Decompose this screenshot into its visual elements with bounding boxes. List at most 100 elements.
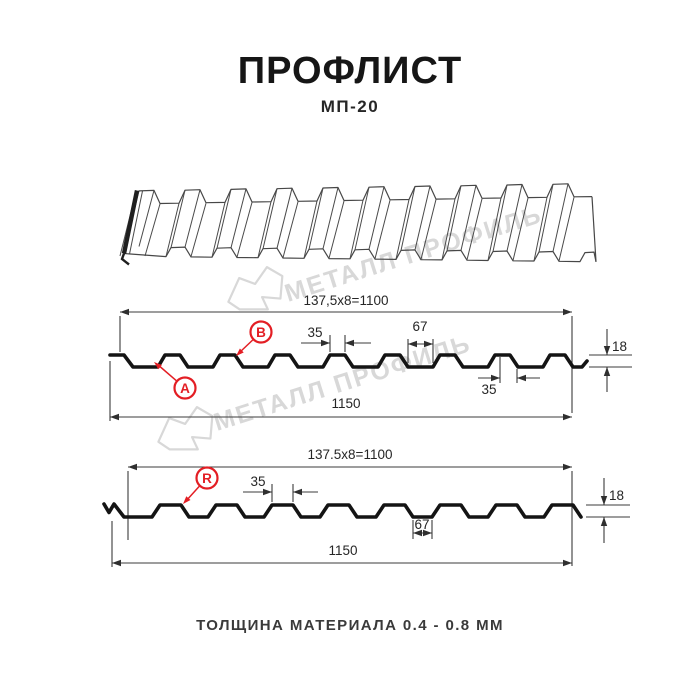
dim-label-coverage-bottom: 137.5x8=1100 (308, 447, 393, 462)
material-thickness-note: ТОЛЩИНА МАТЕРИАЛА 0.4 - 0.8 ММ (196, 617, 504, 634)
sheet-rib-crease (236, 202, 253, 258)
dim-arrowhead (563, 559, 572, 567)
dim-label-rib-top: 35 (307, 325, 322, 340)
sheet-rib-crease (420, 199, 437, 260)
dim-arrowhead (563, 413, 572, 421)
marker-arrowhead (236, 348, 244, 356)
sheet-rib-crease (262, 188, 278, 249)
dim-label-height: 18 (609, 488, 624, 503)
dim-arrowhead (263, 488, 272, 496)
dim-arrowhead (321, 339, 330, 347)
sheet-rib-crease (512, 197, 529, 261)
dim-label-total-bottom: 1150 (328, 543, 357, 558)
dim-arrowhead (600, 496, 608, 505)
sheet-rib-crease (538, 184, 554, 253)
sheet-rib-crease (395, 199, 410, 260)
dim-arrowhead (413, 529, 422, 537)
sheet-left-edge-inner (129, 190, 143, 255)
profile-section-r: 137.5x8=1100 1150 35 67 18 R (102, 447, 630, 567)
dim-arrowhead (517, 374, 526, 382)
sheet-rib-crease (276, 188, 293, 249)
dim-arrowhead (345, 339, 354, 347)
dim-label-flat: 67 (412, 319, 427, 334)
marker-a-circle (173, 376, 197, 400)
watermark-text: МЕТАЛЛ ПРОФИЛЬ (281, 200, 545, 307)
dim-arrowhead (603, 367, 611, 376)
sheet-rib-crease (374, 200, 391, 259)
marker-r-circle (195, 466, 219, 490)
sheet-rib-crease (230, 188, 247, 248)
metall-profil-logo-icon (227, 266, 284, 311)
dim-label-total-top: 1150 (331, 396, 360, 411)
sheet-rib-crease (400, 186, 416, 251)
dim-arrowhead (128, 463, 137, 471)
sheet-rib-crease (533, 197, 548, 262)
sheet-rib-crease (414, 185, 431, 251)
watermark-text: МЕТАЛЛ ПРОФИЛЬ (210, 329, 474, 436)
profile-section-a-b: 137,5x8=1100 1150 35 67 18 35 A B (108, 293, 632, 421)
sheet-rib-crease (322, 187, 339, 249)
sheet-rib-crease (466, 198, 483, 261)
sheet-rib-crease (282, 201, 299, 258)
dim-arrowhead (293, 488, 302, 496)
sheet-rib-crease (552, 183, 569, 252)
dim-label-coverage-top: 137,5x8=1100 (304, 293, 389, 308)
sheet-rib-crease (349, 200, 364, 259)
sheet-rib-crease (506, 184, 523, 252)
sheet-rib-crease (190, 203, 207, 257)
watermark-2: МЕТАЛЛ ПРОФИЛЬ (157, 329, 475, 451)
marker-a: A (180, 381, 190, 396)
dim-label-height: 18 (612, 339, 627, 354)
dim-arrowhead (112, 559, 121, 567)
sheet-rib-crease (487, 197, 502, 261)
sheet-rib-crease (460, 185, 477, 251)
dim-arrowhead (423, 529, 432, 537)
dim-arrowhead (491, 374, 500, 382)
sheet-rib-crease (441, 198, 456, 261)
marker-arrowhead (154, 362, 162, 370)
dim-arrowhead (563, 308, 572, 316)
dim-arrowhead (603, 346, 611, 355)
dim-label-slope: 35 (481, 382, 496, 397)
marker-r: R (202, 471, 212, 486)
sheet-rib-crease (165, 203, 180, 257)
dim-label-rib-top: 35 (250, 474, 265, 489)
page-title: ПРОФЛИСТ (237, 50, 463, 92)
dim-arrowhead (408, 340, 417, 348)
sheet-rib-crease (138, 190, 155, 247)
marker-b-circle (249, 320, 273, 344)
sheet-rib-crease (211, 202, 226, 258)
sheet-rib-crease (216, 189, 232, 249)
profile-outline-top (108, 353, 589, 369)
profile-outline-bottom (102, 502, 583, 519)
product-model: МП-20 (320, 97, 380, 116)
sheet-rib-crease (184, 189, 201, 248)
marker-arrowhead (183, 496, 191, 504)
dim-arrowhead (110, 413, 119, 421)
sheet-rib-crease (368, 186, 385, 250)
sheet-rib-crease (446, 185, 462, 252)
sheet-rib-crease (257, 201, 272, 258)
sheet-rib-crease (308, 187, 324, 250)
dim-arrowhead (600, 517, 608, 526)
sheet-left-edge (121, 190, 140, 254)
sheet-rib-crease (144, 203, 161, 257)
sheet-rib-crease (303, 200, 318, 259)
sheet-bottom-edge (123, 246, 597, 263)
sheet-left-edge-hook (120, 253, 130, 266)
marker-b: B (256, 325, 266, 340)
metall-profil-logo-icon (157, 406, 214, 451)
sheet-3d-view (119, 183, 597, 266)
sheet-rib-crease (354, 187, 370, 250)
sheet-rib-crease (328, 200, 345, 259)
dim-arrowhead (424, 340, 433, 348)
dim-label-flat: 67 (414, 517, 429, 532)
sheet-rib-crease (170, 190, 186, 248)
sheet-rib-crease (492, 184, 508, 252)
sheet-right-edge (591, 196, 597, 262)
dim-arrowhead (120, 308, 129, 316)
dim-arrowhead (563, 463, 572, 471)
sheet-rib-crease (558, 197, 575, 262)
